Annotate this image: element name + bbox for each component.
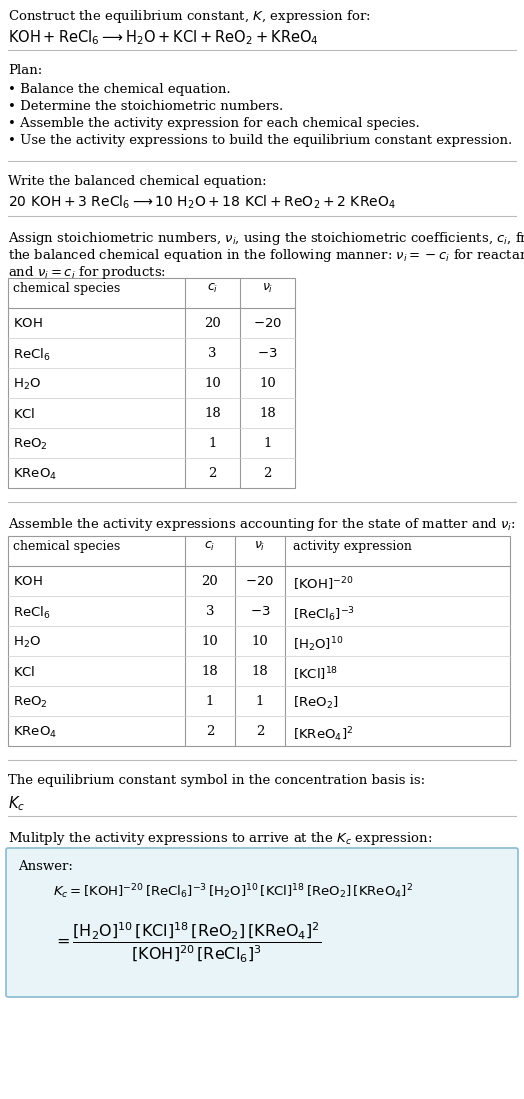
Text: chemical species: chemical species <box>13 540 120 553</box>
FancyBboxPatch shape <box>6 848 518 997</box>
Text: $K_c$: $K_c$ <box>8 793 25 812</box>
Text: $-20$: $-20$ <box>245 575 275 588</box>
Text: Write the balanced chemical equation:: Write the balanced chemical equation: <box>8 175 267 188</box>
Text: 18: 18 <box>204 407 221 420</box>
Text: $[\mathrm{ReO_2}]$: $[\mathrm{ReO_2}]$ <box>293 695 339 711</box>
Text: $[\mathrm{KOH}]^{-20}$: $[\mathrm{KOH}]^{-20}$ <box>293 575 354 592</box>
Text: 1: 1 <box>256 695 264 708</box>
Text: Assemble the activity expressions accounting for the state of matter and $\nu_i$: Assemble the activity expressions accoun… <box>8 517 516 533</box>
Text: $\mathrm{KOH}$: $\mathrm{KOH}$ <box>13 575 43 588</box>
Text: $\mathrm{H_2O}$: $\mathrm{H_2O}$ <box>13 635 41 651</box>
Text: Assign stoichiometric numbers, $\nu_i$, using the stoichiometric coefficients, $: Assign stoichiometric numbers, $\nu_i$, … <box>8 230 524 247</box>
Text: $c_i$: $c_i$ <box>204 540 216 553</box>
Text: chemical species: chemical species <box>13 282 120 295</box>
Text: $K_c = [\mathrm{KOH}]^{-20}\,[\mathrm{ReCl_6}]^{-3}\,[\mathrm{H_2O}]^{10}\,[\mat: $K_c = [\mathrm{KOH}]^{-20}\,[\mathrm{Re… <box>53 882 413 901</box>
Text: 20: 20 <box>202 575 219 588</box>
Text: $\mathrm{KReO_4}$: $\mathrm{KReO_4}$ <box>13 467 57 482</box>
Text: 10: 10 <box>252 635 268 648</box>
Text: 18: 18 <box>252 665 268 678</box>
Text: $= \dfrac{[\mathrm{H_2O}]^{10}\,[\mathrm{KCl}]^{18}\,[\mathrm{ReO_2}]\,[\mathrm{: $= \dfrac{[\mathrm{H_2O}]^{10}\,[\mathrm… <box>53 920 321 964</box>
Text: $\mathrm{20\ KOH + 3\ ReCl_6 \longrightarrow 10\ H_2O + 18\ KCl + ReO_2 + 2\ KRe: $\mathrm{20\ KOH + 3\ ReCl_6 \longrighta… <box>8 195 396 211</box>
Text: 3: 3 <box>206 606 214 618</box>
Text: 2: 2 <box>209 467 217 480</box>
Text: 10: 10 <box>259 377 276 390</box>
Text: 2: 2 <box>206 725 214 739</box>
Text: $\nu_i$: $\nu_i$ <box>254 540 266 553</box>
Text: $\nu_i$: $\nu_i$ <box>262 282 273 296</box>
Text: $[\mathrm{ReCl_6}]^{-3}$: $[\mathrm{ReCl_6}]^{-3}$ <box>293 606 355 624</box>
Text: Construct the equilibrium constant, $K$, expression for:: Construct the equilibrium constant, $K$,… <box>8 8 370 25</box>
Text: $\mathrm{ReCl_6}$: $\mathrm{ReCl_6}$ <box>13 606 51 621</box>
Text: $\mathrm{KCl}$: $\mathrm{KCl}$ <box>13 665 36 679</box>
Text: Plan:: Plan: <box>8 64 42 77</box>
Bar <box>8 278 295 488</box>
Text: activity expression: activity expression <box>293 540 412 553</box>
Text: 3: 3 <box>208 347 217 360</box>
Text: the balanced chemical equation in the following manner: $\nu_i = -c_i$ for react: the balanced chemical equation in the fo… <box>8 247 524 264</box>
Text: $\mathrm{ReCl_6}$: $\mathrm{ReCl_6}$ <box>13 347 51 363</box>
Text: 10: 10 <box>202 635 219 648</box>
Text: $\mathrm{KReO_4}$: $\mathrm{KReO_4}$ <box>13 725 57 740</box>
Text: The equilibrium constant symbol in the concentration basis is:: The equilibrium constant symbol in the c… <box>8 774 425 787</box>
Text: 18: 18 <box>259 407 276 420</box>
Bar <box>8 536 510 746</box>
Text: $[\mathrm{KCl}]^{18}$: $[\mathrm{KCl}]^{18}$ <box>293 665 338 682</box>
Text: 2: 2 <box>256 725 264 739</box>
Text: 2: 2 <box>264 467 271 480</box>
Text: 1: 1 <box>264 437 271 449</box>
Text: $c_i$: $c_i$ <box>207 282 218 296</box>
Text: • Balance the chemical equation.: • Balance the chemical equation. <box>8 84 231 96</box>
Text: • Determine the stoichiometric numbers.: • Determine the stoichiometric numbers. <box>8 100 283 113</box>
Text: $\mathrm{ReO_2}$: $\mathrm{ReO_2}$ <box>13 437 48 452</box>
Text: $\mathrm{KOH}$: $\mathrm{KOH}$ <box>13 317 43 330</box>
Text: Mulitply the activity expressions to arrive at the $K_c$ expression:: Mulitply the activity expressions to arr… <box>8 830 432 847</box>
Text: 20: 20 <box>204 317 221 330</box>
Text: 18: 18 <box>202 665 219 678</box>
Text: $\mathrm{KCl}$: $\mathrm{KCl}$ <box>13 407 36 421</box>
Text: Answer:: Answer: <box>18 861 73 873</box>
Text: • Use the activity expressions to build the equilibrium constant expression.: • Use the activity expressions to build … <box>8 134 512 147</box>
Text: $-3$: $-3$ <box>250 606 270 618</box>
Text: $\mathrm{H_2O}$: $\mathrm{H_2O}$ <box>13 377 41 392</box>
Text: and $\nu_i = c_i$ for products:: and $\nu_i = c_i$ for products: <box>8 264 166 281</box>
Text: $\mathrm{KOH + ReCl_6 \longrightarrow H_2O + KCl + ReO_2 + KReO_4}$: $\mathrm{KOH + ReCl_6 \longrightarrow H_… <box>8 27 319 46</box>
Text: • Assemble the activity expression for each chemical species.: • Assemble the activity expression for e… <box>8 116 420 130</box>
Text: $\mathrm{ReO_2}$: $\mathrm{ReO_2}$ <box>13 695 48 710</box>
Text: $[\mathrm{H_2O}]^{10}$: $[\mathrm{H_2O}]^{10}$ <box>293 635 343 654</box>
Text: 10: 10 <box>204 377 221 390</box>
Text: $-20$: $-20$ <box>253 317 282 330</box>
Text: 1: 1 <box>206 695 214 708</box>
Text: $-3$: $-3$ <box>257 347 278 360</box>
Text: 1: 1 <box>209 437 217 449</box>
Text: $[\mathrm{KReO_4}]^2$: $[\mathrm{KReO_4}]^2$ <box>293 725 353 744</box>
